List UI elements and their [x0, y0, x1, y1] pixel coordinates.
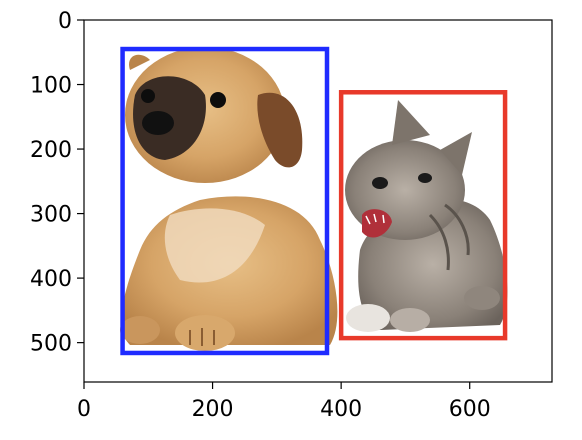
y-tick-label: 100	[30, 74, 72, 99]
x-tick-label: 400	[320, 397, 362, 422]
x-tick-label: 200	[192, 397, 234, 422]
x-axis: 0 200 400 600	[77, 382, 491, 422]
y-tick-label: 500	[30, 332, 72, 357]
cat-bounding-box	[338, 90, 508, 341]
y-tick-label: 0	[58, 9, 72, 34]
y-tick-label: 200	[30, 138, 72, 163]
y-tick-label: 300	[30, 203, 72, 228]
y-tick-label: 400	[30, 267, 72, 292]
y-axis: 0 100 200 300 400 500	[30, 9, 84, 357]
cat-figure	[345, 100, 508, 332]
photo	[120, 47, 508, 351]
x-tick-label: 0	[77, 397, 91, 422]
plot-area	[83, 19, 553, 383]
dog-bounding-box	[120, 46, 330, 356]
x-tick-label: 600	[449, 397, 491, 422]
dog-figure	[120, 47, 338, 351]
